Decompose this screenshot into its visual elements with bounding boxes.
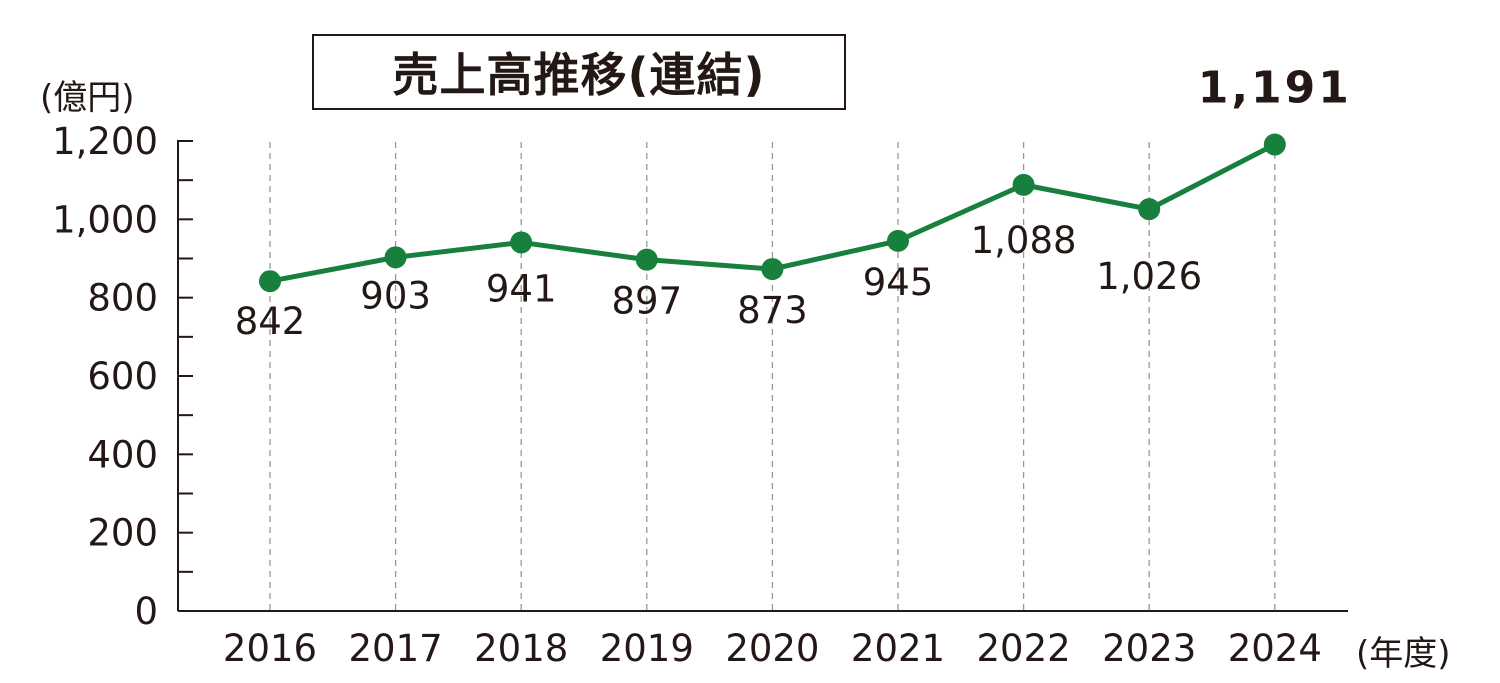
data-label-2017: 903 bbox=[360, 274, 431, 317]
data-label-2016: 842 bbox=[235, 300, 306, 343]
x-tick-label-2016: 2016 bbox=[223, 627, 317, 670]
data-point-2019 bbox=[635, 248, 658, 271]
y-tick-label: 400 bbox=[87, 433, 158, 476]
chart-axes bbox=[177, 140, 1348, 612]
chart-title: 売上高推移(連結) bbox=[392, 48, 766, 102]
y-tick-label: 600 bbox=[87, 355, 158, 398]
y-tick-label: 1,200 bbox=[52, 120, 158, 163]
data-point-2017 bbox=[384, 246, 407, 269]
x-tick-label-2024: 2024 bbox=[1228, 627, 1322, 670]
y-axis-ticks: 0 200 400 600 800 1,000 1,200 2016 2017 2018 2019 2… bbox=[52, 120, 1322, 670]
data-point-2016 bbox=[259, 270, 281, 293]
data-label-2023: 1,026 bbox=[1096, 255, 1202, 298]
chart-title-box: 売上高推移(連結) bbox=[312, 34, 846, 110]
y-tick-label: 1,000 bbox=[52, 198, 158, 241]
data-point-2018 bbox=[510, 231, 533, 254]
y-tick-label: 800 bbox=[87, 277, 158, 320]
y-tick-label: 0 bbox=[134, 590, 158, 633]
x-tick-label-2017: 2017 bbox=[349, 627, 443, 670]
data-point-2023 bbox=[1138, 198, 1161, 221]
series-group bbox=[259, 133, 1286, 293]
x-axis-unit: (年度) bbox=[1356, 634, 1451, 674]
data-label-2020: 873 bbox=[737, 289, 808, 332]
data-label-2024: 1,191 bbox=[1198, 63, 1352, 114]
x-tick-label-2020: 2020 bbox=[725, 627, 819, 670]
data-label-2018: 941 bbox=[486, 267, 557, 310]
vertical-gridlines bbox=[269, 142, 1276, 611]
x-tick-label-2019: 2019 bbox=[600, 627, 694, 670]
y-tick-label: 200 bbox=[87, 512, 158, 555]
data-label-2022: 1,088 bbox=[971, 219, 1077, 262]
x-tick-label-2018: 2018 bbox=[474, 627, 568, 670]
data-label-2021: 945 bbox=[863, 261, 934, 304]
data-point-2024 bbox=[1263, 133, 1286, 156]
x-tick-label-2023: 2023 bbox=[1102, 627, 1196, 670]
data-point-2021 bbox=[887, 229, 909, 252]
data-label-2019: 897 bbox=[611, 280, 682, 323]
y-axis-unit: (億円) bbox=[40, 78, 135, 118]
x-tick-label-2022: 2022 bbox=[977, 627, 1071, 670]
data-point-2020 bbox=[761, 258, 784, 281]
data-labels: 842 903 941 897 873 945 1,088 1,026 1,191 bbox=[235, 63, 1352, 344]
data-point-2022 bbox=[1012, 173, 1035, 196]
x-tick-label-2021: 2021 bbox=[851, 627, 945, 670]
